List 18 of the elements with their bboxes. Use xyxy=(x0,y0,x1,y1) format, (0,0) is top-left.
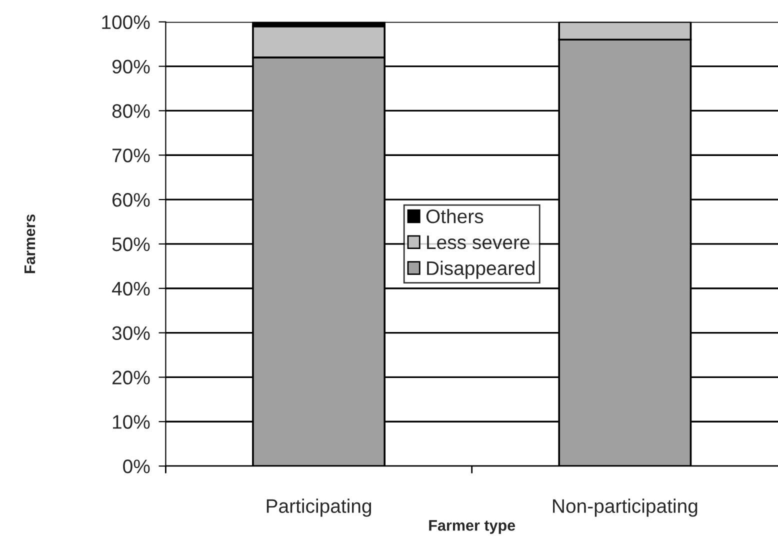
y-tick-label: 20% xyxy=(112,370,150,384)
legend-label: Disappeared xyxy=(427,260,534,279)
y-tick-label: 90% xyxy=(112,60,150,74)
y-tick-label: 10% xyxy=(113,415,150,429)
y-tick-label: 40% xyxy=(112,282,150,296)
legend-label: Others xyxy=(426,208,484,224)
y-axis-title: Farmers xyxy=(24,214,36,274)
y-tick-label: 70% xyxy=(112,148,150,162)
legend-label: Less severe xyxy=(427,236,530,250)
x-tick-label: Participating xyxy=(266,498,372,517)
x-axis-title: Farmer type xyxy=(429,520,516,534)
y-tick-label: 0% xyxy=(123,460,150,474)
y-tick-label: 60% xyxy=(112,193,150,207)
y-tick-label: 50% xyxy=(112,237,150,252)
y-tick-label: 100% xyxy=(102,15,150,30)
x-tick-label: Non-participating xyxy=(553,498,698,517)
y-tick-label: 80% xyxy=(112,104,150,118)
y-tick-label: 30% xyxy=(112,326,150,340)
